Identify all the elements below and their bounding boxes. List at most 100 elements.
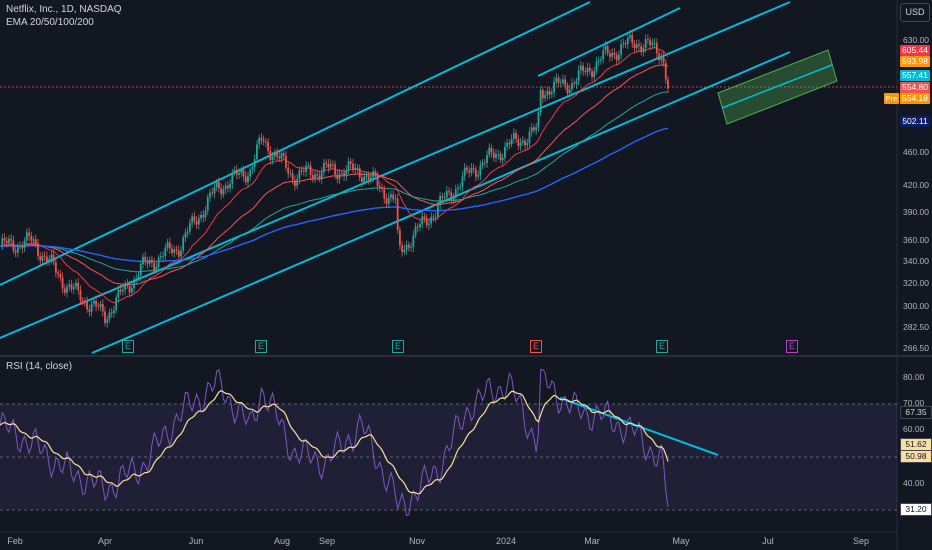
- channel-upper-line[interactable]: [0, 1, 591, 286]
- candle-body: [495, 154, 497, 158]
- candle-body: [490, 147, 493, 153]
- candle-body: [559, 82, 562, 84]
- candle-body: [434, 216, 437, 218]
- candle-body: [436, 205, 439, 217]
- candle-body: [95, 300, 97, 307]
- earnings-marker[interactable]: E: [255, 340, 267, 353]
- candle-body: [524, 140, 526, 146]
- candle-body: [331, 163, 334, 165]
- candle-body: [617, 54, 620, 61]
- candle-body: [226, 185, 229, 189]
- candle-body: [356, 167, 359, 169]
- candle-body: [182, 237, 185, 251]
- candle-body: [48, 258, 51, 262]
- earnings-marker[interactable]: E: [122, 340, 134, 353]
- candle-body: [166, 242, 169, 248]
- candle-body: [383, 188, 386, 199]
- candle-body: [430, 216, 433, 224]
- candle-body: [640, 46, 643, 52]
- candle-body: [515, 133, 517, 139]
- candle-body: [459, 186, 462, 188]
- candle-body: [457, 187, 459, 190]
- ema-indicator-label[interactable]: EMA 20/50/100/200: [6, 17, 94, 28]
- candle-body: [72, 286, 75, 290]
- candle-body: [664, 62, 667, 80]
- candle-body: [568, 89, 571, 94]
- price-tick-label: 420.00: [903, 180, 929, 190]
- candle-body: [338, 173, 341, 179]
- candle-body: [311, 175, 314, 179]
- candle-body: [242, 169, 245, 177]
- candle-body: [499, 153, 502, 161]
- candle-body: [81, 300, 84, 302]
- candle-body: [396, 198, 399, 230]
- candle-body: [358, 168, 361, 178]
- candle-body: [629, 35, 631, 38]
- rsi-trendline[interactable]: [559, 397, 719, 456]
- candle-body: [146, 261, 149, 264]
- candle-body: [151, 259, 153, 263]
- rsi-tick-label: 70.00: [903, 398, 925, 408]
- candle-body: [202, 214, 205, 218]
- candle-body: [662, 56, 665, 63]
- ema200-line: [0, 127, 669, 263]
- candle-body: [325, 162, 328, 164]
- candle-body: [168, 242, 171, 249]
- candle-body: [329, 163, 332, 168]
- candle-body: [349, 161, 352, 164]
- earnings-marker[interactable]: E: [656, 340, 668, 353]
- candle-body: [419, 224, 421, 228]
- earnings-marker[interactable]: E: [530, 340, 542, 353]
- candle-body: [405, 244, 408, 250]
- rsi-tick-label: 60.00: [903, 424, 925, 434]
- candle-body: [615, 54, 618, 61]
- candle-body: [336, 174, 339, 179]
- projection-box[interactable]: [717, 49, 838, 125]
- currency-button[interactable]: USD: [900, 3, 930, 22]
- candle-body: [238, 172, 240, 175]
- candle-body: [247, 176, 249, 183]
- candle-body: [285, 155, 287, 168]
- candle-body: [367, 175, 370, 181]
- price-tag: 554.80: [900, 82, 930, 93]
- short-channel-line[interactable]: [537, 7, 681, 77]
- candle-body: [99, 304, 102, 307]
- price-tag: 605.44: [900, 45, 930, 56]
- candle-body: [8, 238, 10, 244]
- candle-body: [204, 210, 207, 218]
- candle-body: [571, 83, 573, 90]
- candle-body: [537, 112, 540, 128]
- rsi-indicator-label[interactable]: RSI (14, close): [6, 361, 73, 372]
- candle-body: [443, 197, 446, 199]
- candle-body: [343, 172, 345, 177]
- candle-body: [92, 300, 95, 304]
- candle-body: [553, 81, 555, 93]
- candle-body: [593, 71, 596, 78]
- candle-body: [220, 188, 223, 195]
- candle-body: [276, 152, 278, 157]
- candle-body: [345, 170, 348, 177]
- earnings-marker[interactable]: E: [786, 340, 798, 353]
- candle-body: [316, 174, 319, 176]
- candle-body: [550, 92, 553, 95]
- candle-body: [302, 171, 305, 172]
- candle-body: [401, 245, 404, 252]
- candle-body: [611, 52, 614, 57]
- ema100-line: [0, 91, 669, 273]
- candle-body: [327, 163, 330, 168]
- candle-body: [305, 165, 307, 172]
- candle-body: [287, 167, 290, 174]
- candle-body: [477, 175, 480, 177]
- candle-body: [323, 162, 325, 173]
- candle-body: [294, 180, 296, 186]
- candle-body: [113, 310, 115, 314]
- candle-body: [144, 256, 147, 262]
- candle-body: [50, 254, 53, 259]
- candle-body: [521, 140, 524, 143]
- candle-body: [39, 255, 42, 261]
- earnings-marker[interactable]: E: [392, 340, 404, 353]
- candle-body: [5, 240, 8, 244]
- price-tick-label: 360.00: [903, 235, 929, 245]
- candle-body: [41, 255, 44, 261]
